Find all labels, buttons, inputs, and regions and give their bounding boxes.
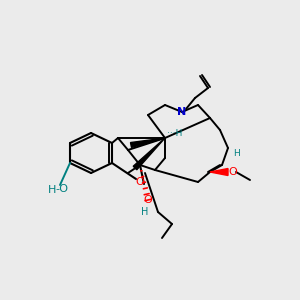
Text: N: N — [177, 107, 187, 117]
Text: O: O — [229, 167, 237, 177]
Text: H: H — [48, 185, 56, 195]
Text: O: O — [136, 177, 144, 187]
Polygon shape — [133, 138, 165, 170]
Text: ···H: ···H — [167, 128, 183, 137]
Text: H: H — [141, 207, 149, 217]
Polygon shape — [210, 169, 228, 176]
Text: O: O — [144, 195, 152, 205]
Text: -O: -O — [56, 184, 68, 194]
Text: H: H — [232, 148, 239, 158]
Polygon shape — [130, 138, 165, 147]
